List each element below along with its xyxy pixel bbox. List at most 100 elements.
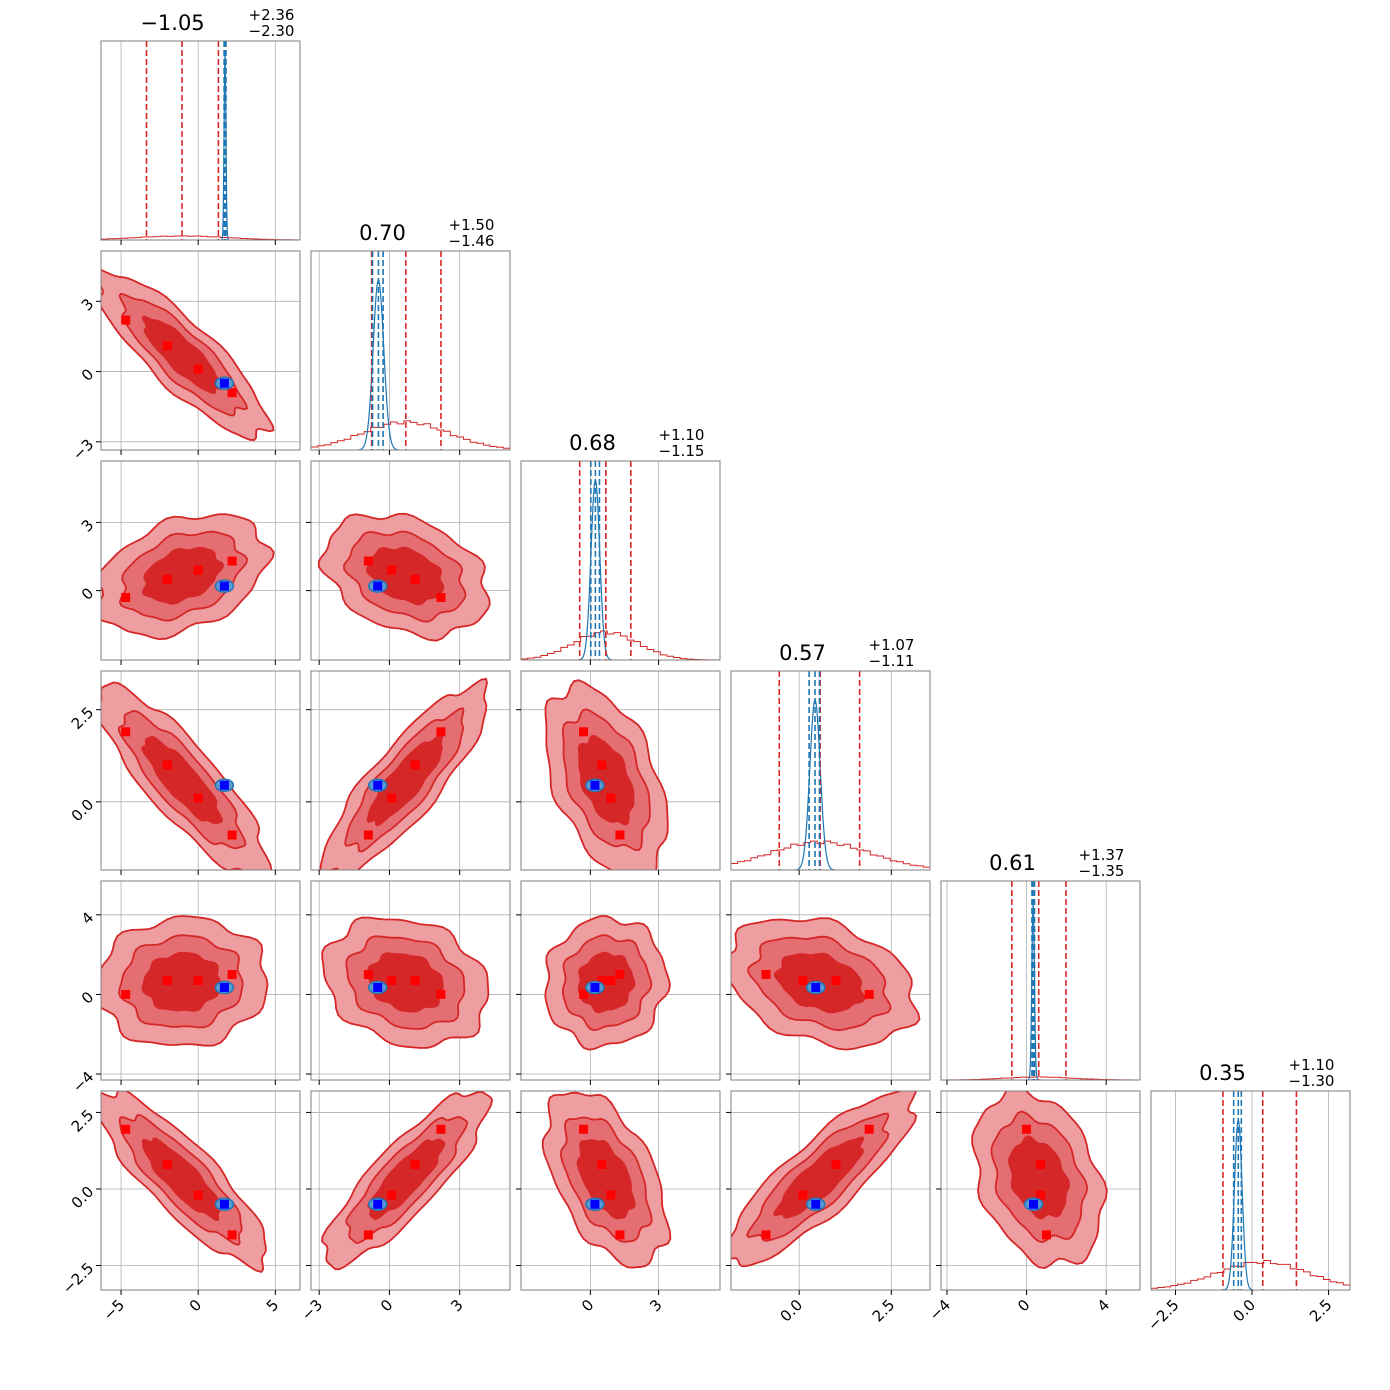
contour-panel-4-3	[726, 880, 931, 1085]
true-value-marker	[162, 976, 172, 985]
true-value-marker	[410, 574, 420, 584]
x-tick-label: −2.5	[1144, 1296, 1182, 1334]
panel-frame	[310, 880, 511, 1081]
true-value-marker	[615, 1230, 625, 1240]
title-upper-error: +1.50	[449, 216, 495, 234]
x-tick-label: 5	[263, 1296, 282, 1315]
panel-frame	[520, 670, 721, 871]
true-value-marker	[227, 1230, 237, 1240]
red-marginal-histogram	[311, 420, 510, 450]
contour-panel-3-1	[306, 670, 511, 875]
reference-value-marker	[373, 982, 383, 992]
title-value: 0.35	[1199, 1061, 1246, 1085]
title-upper-error: +1.07	[869, 636, 915, 654]
x-tick-label: 4	[1094, 1296, 1113, 1315]
title-value: −1.05	[140, 11, 204, 35]
true-value-marker	[615, 970, 625, 980]
true-value-marker	[798, 1190, 808, 1200]
panel-title: 0.70	[359, 221, 406, 245]
contour-panel-5-4: −4 0 4	[926, 1090, 1141, 1324]
true-value-marker	[410, 976, 420, 985]
reference-value-marker	[219, 780, 229, 790]
true-value-marker	[227, 556, 237, 566]
reference-value-marker	[811, 1199, 821, 1209]
contour-panel-5-3: 0.0 2.5	[726, 1090, 931, 1326]
x-tick-label: 0.0	[777, 1296, 807, 1326]
reference-value-marker	[590, 1199, 600, 1209]
true-value-marker	[1041, 1230, 1051, 1240]
true-value-marker	[363, 1230, 373, 1240]
x-tick-label: 0	[186, 1296, 205, 1315]
true-value-marker	[436, 592, 446, 602]
red-marginal-histogram	[521, 630, 720, 660]
contour-panel-4-2	[516, 880, 721, 1085]
y-tick-label: −4	[69, 1068, 97, 1096]
contour-panel-2-1	[306, 460, 511, 665]
title-upper-error: +2.36	[249, 6, 295, 24]
title-lower-error: −1.30	[1289, 1072, 1335, 1090]
red-contour-level-3	[141, 1137, 221, 1222]
title-value: 0.57	[779, 641, 826, 665]
panel-frame	[730, 1090, 931, 1291]
panel-title: 0.68	[569, 431, 616, 455]
y-tick-label: 0.0	[68, 1183, 98, 1213]
true-value-marker	[121, 727, 131, 737]
true-value-marker	[606, 1190, 616, 1200]
panel-frame	[940, 880, 1141, 1081]
true-value-marker	[761, 970, 771, 980]
red-marginal-histogram	[1151, 1259, 1350, 1290]
true-value-marker	[363, 830, 373, 840]
true-value-marker	[597, 976, 607, 985]
y-tick-label: 0	[78, 584, 97, 603]
reference-value-marker	[811, 982, 821, 992]
true-value-marker	[831, 1159, 841, 1169]
true-value-marker	[387, 565, 397, 575]
red-contour-level-3	[577, 734, 635, 826]
contour-panel-1-0: −3 0 3	[69, 250, 301, 464]
true-value-marker	[410, 760, 420, 770]
red-contour-level-3	[576, 1139, 636, 1220]
true-value-marker	[193, 364, 203, 374]
true-value-marker	[1036, 1190, 1045, 1200]
panel-frame	[520, 460, 721, 661]
true-value-marker	[387, 976, 397, 985]
true-value-marker	[121, 1124, 131, 1134]
contour-panel-5-1: −3 0 3	[298, 1090, 511, 1324]
panel-frame	[100, 460, 301, 661]
contour-panel-4-0: −4 0 4	[69, 880, 301, 1096]
y-tick-label: 3	[78, 295, 97, 314]
contour-panel-3-2	[516, 670, 721, 875]
panel-title: 0.57	[779, 641, 826, 665]
panel-frame	[310, 1090, 511, 1291]
true-value-marker	[193, 793, 203, 803]
reference-value-marker	[219, 1199, 229, 1209]
panel-frame	[520, 1090, 721, 1291]
y-tick-label: 0	[78, 988, 97, 1007]
panel-frame	[100, 1090, 301, 1291]
red-marginal-histogram	[731, 840, 930, 870]
histogram-panel-5: 0.35 +1.10−1.30 −2.5 0.0 2.5	[1144, 1056, 1351, 1334]
red-contour-level-3	[773, 1136, 865, 1219]
true-value-marker	[410, 1159, 420, 1169]
panel-frame	[730, 880, 931, 1081]
true-value-marker	[193, 1190, 203, 1200]
true-value-marker	[227, 388, 237, 398]
true-value-marker	[193, 565, 203, 575]
x-tick-label: −5	[100, 1296, 128, 1324]
contour-panel-5-0: −5 0 5 −2.5 0.0 2.5	[59, 1090, 301, 1324]
x-tick-label: 0	[578, 1296, 597, 1315]
y-tick-label: 0	[78, 365, 97, 384]
true-value-marker	[1022, 1124, 1032, 1134]
reference-value-marker	[1029, 1199, 1039, 1209]
true-value-marker	[615, 830, 625, 840]
true-value-marker	[579, 1124, 589, 1134]
true-value-marker	[162, 341, 172, 351]
x-tick-label: 0	[1014, 1296, 1033, 1315]
title-upper-error: +1.10	[659, 426, 705, 444]
title-lower-error: −2.30	[249, 22, 295, 40]
y-tick-label: 2.5	[68, 1106, 98, 1136]
true-value-marker	[436, 989, 446, 999]
true-value-marker	[831, 976, 841, 985]
true-value-marker	[864, 1124, 874, 1134]
panel-frame	[310, 460, 511, 661]
